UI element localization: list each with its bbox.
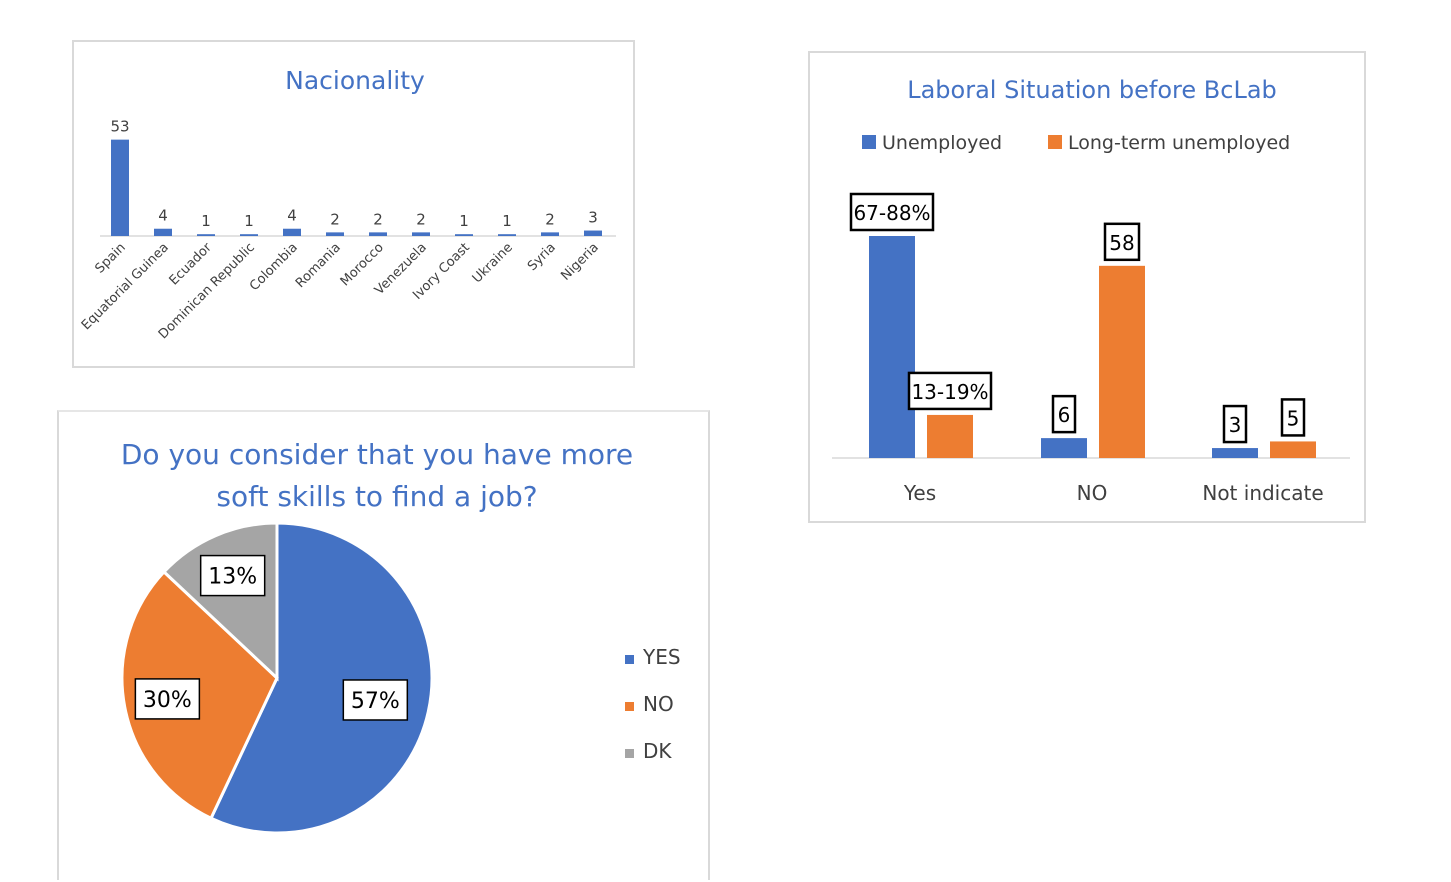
laboral-bar-long-term-unemployed-yes xyxy=(927,414,973,458)
laboral-legend-label-unemployed: Unemployed xyxy=(882,132,1002,154)
nationality-tick-label-romania: Romania xyxy=(293,240,344,291)
pie-label-box-no xyxy=(134,678,201,720)
nationality-bar-morocco xyxy=(369,232,387,236)
nationality-value-label-morocco: 2 xyxy=(373,210,383,228)
laboral-data-label-long-term-unemployed-no: 58 xyxy=(1109,231,1134,255)
nationality-value-label-venezuela: 2 xyxy=(416,210,426,228)
pie-slice-yes xyxy=(209,521,434,835)
nationality-bar-ukraine xyxy=(498,234,516,236)
laboral-data-label-unemployed-not-indicate: 3 xyxy=(1229,413,1242,437)
pie-legend-swatch-dk xyxy=(625,749,634,758)
laboral-legend-swatch-unemployed xyxy=(862,135,876,149)
nationality-bar-ecuador xyxy=(197,234,215,236)
nationality-tick-label-nigeria: Nigeria xyxy=(558,240,601,283)
nationality-bar-venezuela xyxy=(412,232,430,236)
pie-label-dk: 13% xyxy=(208,565,257,590)
pie-legend-swatch-no xyxy=(625,702,634,711)
nationality-value-label-ukraine: 1 xyxy=(502,212,512,230)
laboral-data-label-box-unemployed-no xyxy=(1051,394,1077,434)
laboral-bar-unemployed-no xyxy=(1041,438,1087,458)
pie-legend-swatch-yes xyxy=(625,655,634,664)
nationality-tick-label-spain: Spain xyxy=(93,240,129,276)
pie-label-box-yes xyxy=(342,679,409,721)
laboral-data-label-long-term-unemployed-yes: 13-19% xyxy=(911,380,988,404)
nationality-bar-syria xyxy=(541,232,559,236)
soft-skills-chart: Do you consider that you have more soft … xyxy=(120,438,681,835)
nationality-value-label-romania: 2 xyxy=(330,210,340,228)
nationality-value-label-ecuador: 1 xyxy=(201,212,211,230)
pie-legend-label-dk: DK xyxy=(643,739,672,763)
pie-label-no: 30% xyxy=(143,688,192,713)
nationality-bar-dominican-republic xyxy=(240,234,258,236)
soft-skills-title-line-2: soft skills to find a job? xyxy=(216,480,537,513)
nationality-value-label-dominican-republic: 1 xyxy=(244,212,254,230)
nationality-bar-spain xyxy=(111,139,129,236)
soft-skills-title-line-1: Do you consider that you have more xyxy=(121,438,633,471)
nationality-chart-panel: Nacionality 53 Spain 4 Equatorial Guinea 1 Ec… xyxy=(72,40,635,368)
laboral-legend-label-long-term-unemployed: Long-term unemployed xyxy=(1068,132,1290,154)
nationality-tick-label-syria: Syria xyxy=(525,240,559,274)
pie-label-yes: 57% xyxy=(351,689,400,714)
laboral-legend-swatch-long-term-unemployed xyxy=(1048,135,1062,149)
laboral-chart-panel: Laboral Situation before BcLab Unemploye… xyxy=(808,51,1366,523)
pie-label-box-dk xyxy=(199,554,266,597)
laboral-bar-long-term-unemployed-no xyxy=(1099,265,1145,458)
nationality-value-label-equatorial-guinea: 4 xyxy=(158,207,168,225)
laboral-data-label-box-unemployed-yes xyxy=(849,192,935,232)
nationality-bar-colombia xyxy=(283,228,301,236)
laboral-data-label-box-long-term-unemployed-not-indicate xyxy=(1280,398,1306,437)
laboral-chart-title: Laboral Situation before BcLab xyxy=(907,76,1277,104)
laboral-chart: Laboral Situation before BcLab Unemploye… xyxy=(832,76,1350,505)
laboral-tick-label-not-indicate: Not indicate xyxy=(1202,481,1323,505)
nationality-value-label-ivory-coast: 1 xyxy=(459,212,469,230)
nationality-value-label-spain: 53 xyxy=(110,118,129,136)
nationality-value-label-colombia: 4 xyxy=(287,207,297,225)
nationality-bar-ivory-coast xyxy=(455,234,473,236)
pie-legend-label-yes: YES xyxy=(642,645,681,669)
laboral-bar-unemployed-yes xyxy=(869,236,915,458)
nationality-value-label-syria: 2 xyxy=(545,210,555,228)
nationality-bar-nigeria xyxy=(584,230,602,236)
soft-skills-chart-panel: Do you consider that you have more soft … xyxy=(57,410,710,880)
nationality-chart-title: Nacionality xyxy=(285,66,425,95)
laboral-tick-label-no: NO xyxy=(1077,481,1108,505)
laboral-bar-unemployed-not-indicate xyxy=(1212,448,1258,458)
laboral-data-label-unemployed-yes: 67-88% xyxy=(853,201,930,225)
laboral-data-label-box-unemployed-not-indicate xyxy=(1222,404,1248,444)
laboral-data-label-long-term-unemployed-not-indicate: 5 xyxy=(1287,406,1300,430)
nationality-value-label-nigeria: 3 xyxy=(588,209,598,227)
laboral-data-label-unemployed-no: 6 xyxy=(1058,403,1071,427)
nationality-bar-equatorial-guinea xyxy=(154,228,172,236)
nationality-tick-label-ukraine: Ukraine xyxy=(470,240,516,286)
pie-legend-label-no: NO xyxy=(643,692,674,716)
laboral-data-label-box-long-term-unemployed-no xyxy=(1103,222,1141,262)
laboral-data-label-box-long-term-unemployed-yes xyxy=(907,371,993,411)
laboral-tick-label-yes: Yes xyxy=(903,481,936,505)
nationality-bar-romania xyxy=(326,232,344,236)
laboral-bar-long-term-unemployed-not-indicate xyxy=(1270,441,1316,458)
